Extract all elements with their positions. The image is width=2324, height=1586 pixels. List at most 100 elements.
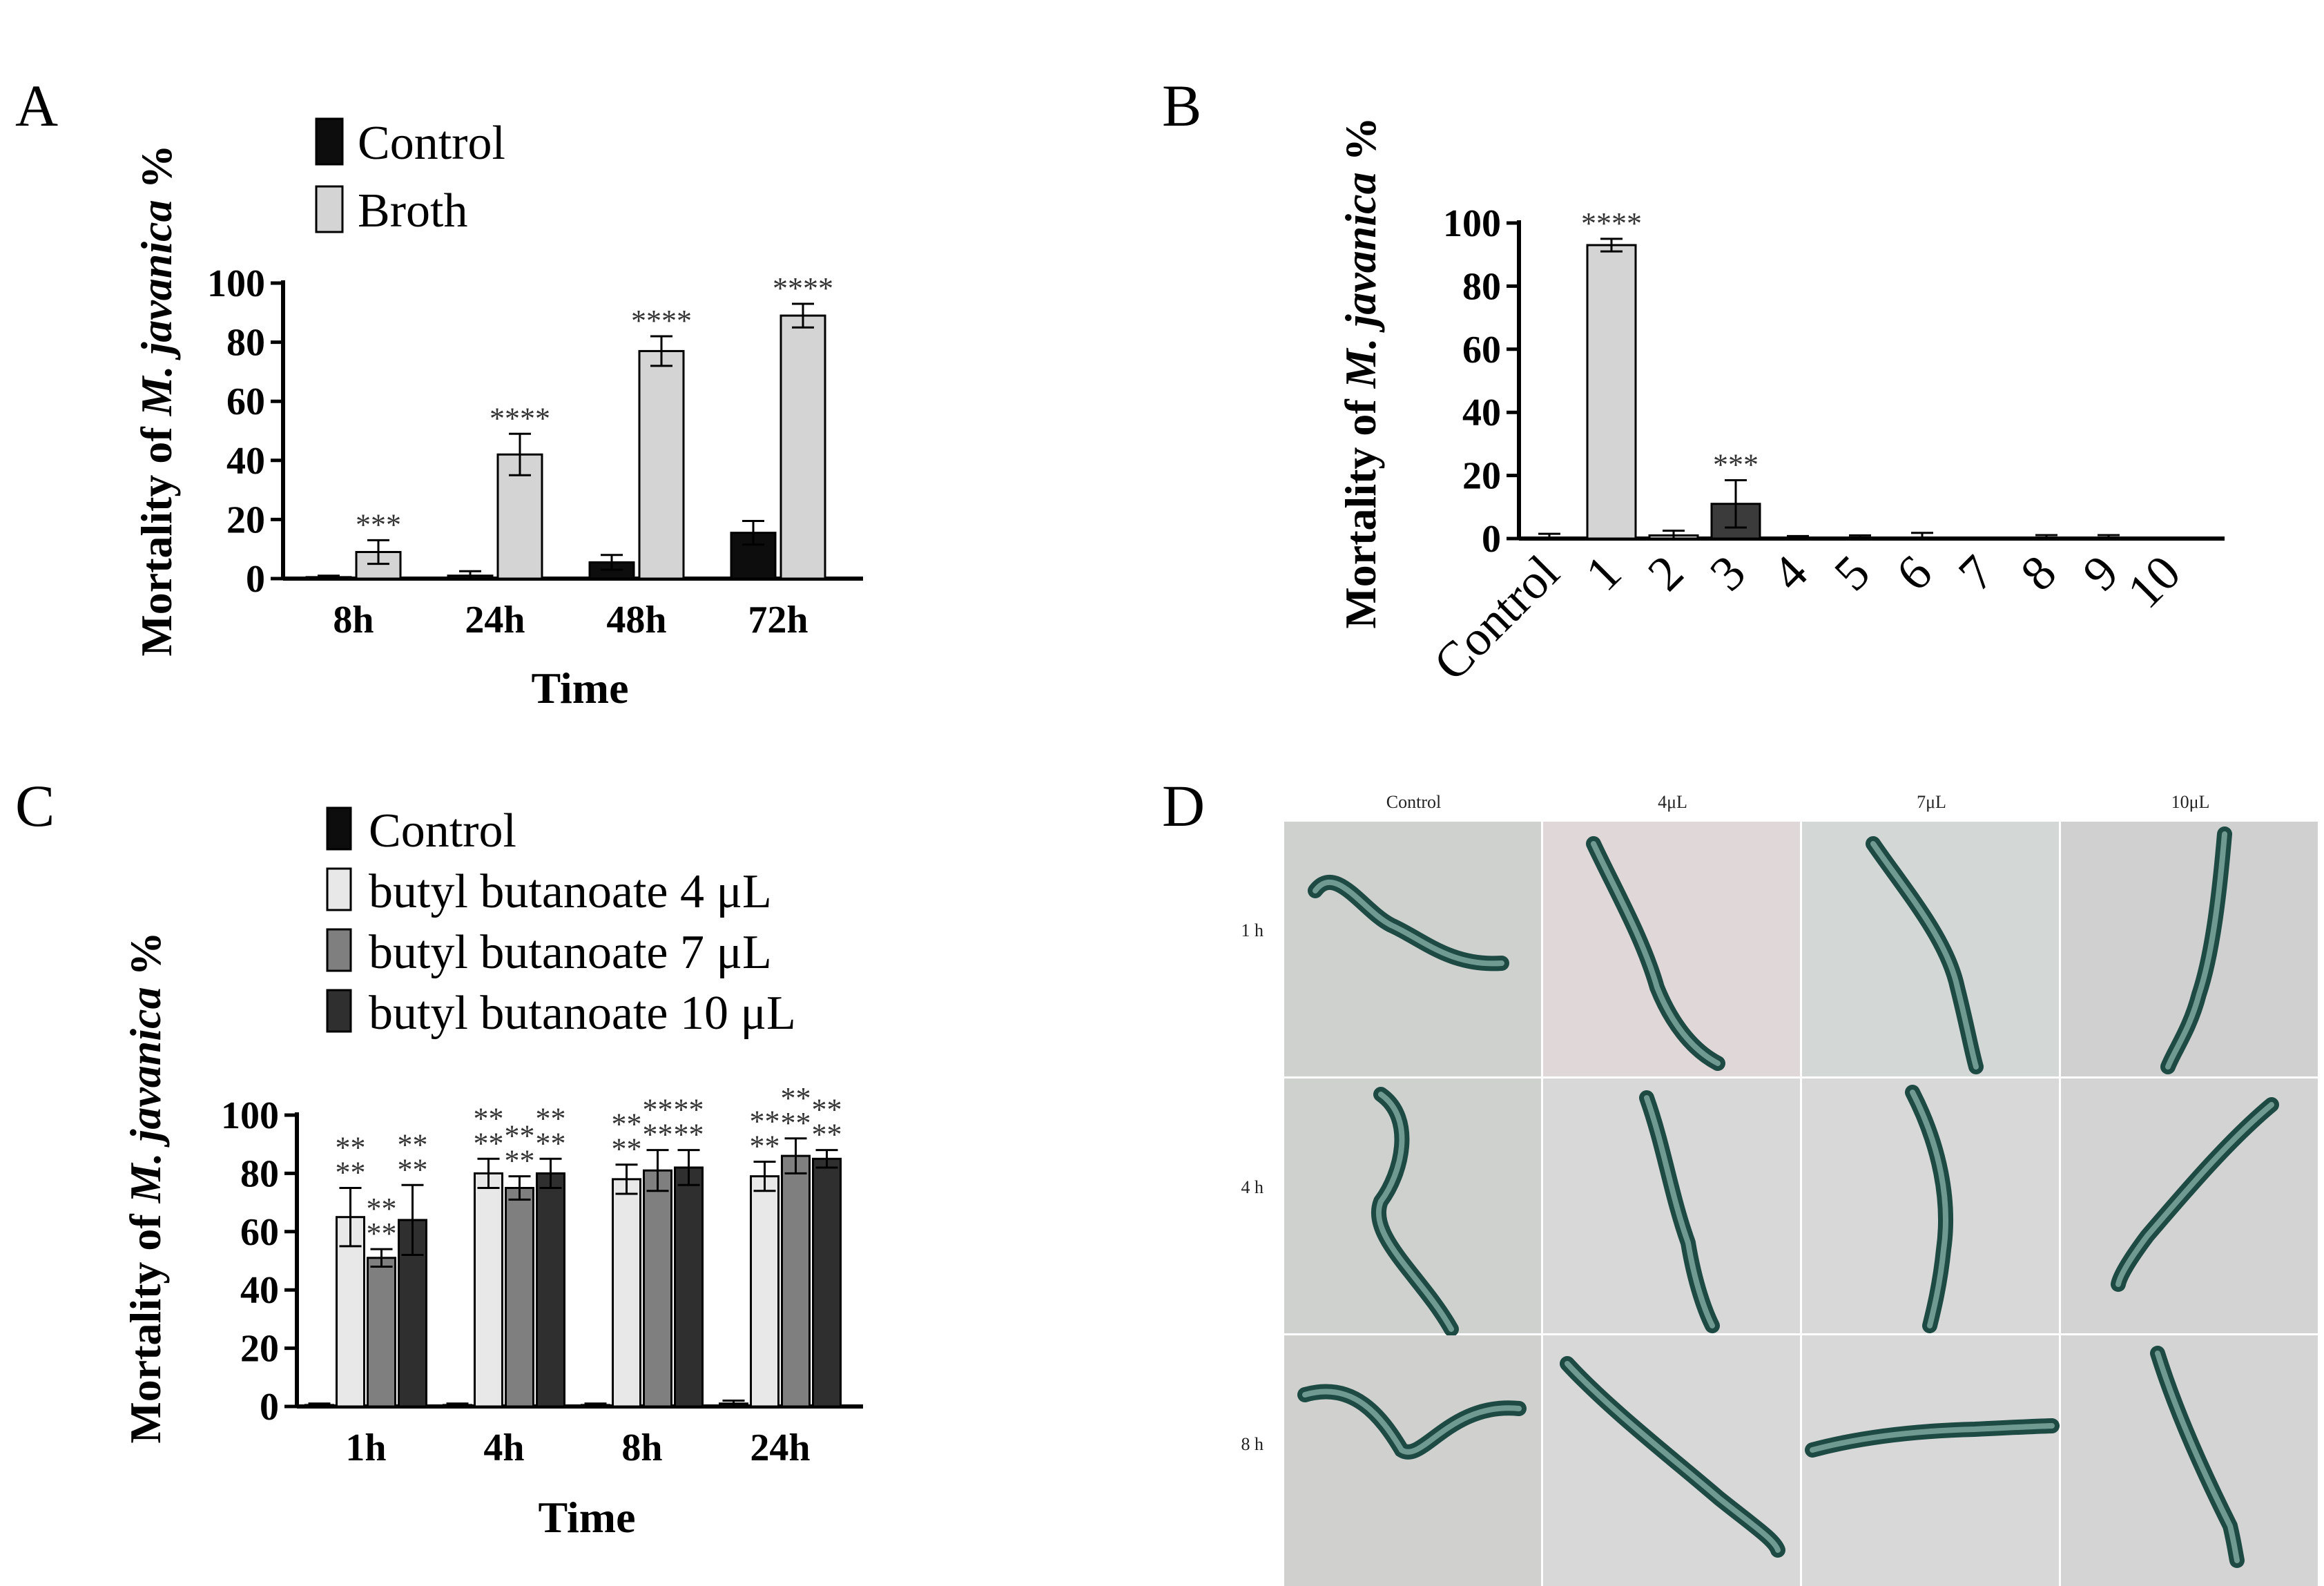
panel-c-significance-label: ** (643, 1093, 673, 1127)
nematode-image (1910, 1090, 1948, 1328)
microscopy-cell (1284, 1079, 1541, 1333)
nematode-image (1302, 1389, 1522, 1455)
panel-a-y-axis-title: Mortality of M. javanica % (132, 144, 181, 656)
panel-d: D Control 4μL 7μL 10μL 1 h 4 h 8 h (1162, 773, 2318, 1586)
legend-label-control: Control (369, 804, 516, 858)
panel-b-x-tick-label: 1 (1575, 545, 1631, 601)
panel-c-significance-label: ** (336, 1131, 366, 1165)
panel-c-significance-label: ** (474, 1101, 504, 1135)
panel-b-bar (1586, 244, 1637, 540)
panel-c-significance-label: ** (612, 1132, 642, 1166)
panel-c-significance-label: ** (674, 1118, 704, 1152)
nematode-image (1810, 1423, 2055, 1453)
microscopy-cell (2061, 1079, 2318, 1333)
panel-c-legend: Control butyl butanoate 4 μL butyl butan… (326, 804, 796, 1040)
panel-a-significance-label: *** (356, 507, 401, 541)
microscopy-column-label: 7μL (1917, 792, 1946, 812)
panel-c-bar (367, 1257, 396, 1408)
panel-c-bar (474, 1172, 503, 1408)
panel-b-x-tick-label: 4 (1761, 545, 1818, 601)
panel-b-letter: B (1162, 72, 1201, 139)
panel-a-significance-label: **** (631, 304, 692, 338)
nematode-image (2155, 1351, 2240, 1563)
microscopy-cell (1802, 822, 2059, 1076)
panel-c-significance-label: ** (750, 1105, 780, 1139)
microscopy-cell (1802, 1335, 2059, 1586)
panel-b-x-tick-label: 2 (1637, 545, 1694, 601)
panel-a-y-tick-label: 40 (226, 440, 265, 483)
panel-c-bar (505, 1187, 534, 1408)
panel-b-x-tick-label: 6 (1886, 545, 1942, 601)
panel-c-x-tick-label: 1h (345, 1427, 386, 1469)
panel-a-bar (779, 314, 826, 580)
microscopy-cell (1284, 822, 1541, 1076)
legend-swatch-10ul (326, 989, 352, 1033)
panel-c-significance-label: ** (505, 1119, 535, 1153)
legend-swatch-broth (315, 185, 344, 233)
microscopy-column-label: 10μL (2171, 792, 2210, 812)
panel-c-bar (336, 1216, 365, 1408)
panel-a-significance-label: **** (773, 271, 833, 305)
panel-a-x-tick-label: 8h (333, 599, 374, 641)
panel-c-significance-label: ** (536, 1126, 566, 1160)
microscopy-cell (2061, 1335, 2318, 1586)
panel-b-y-tick-label: 0 (1482, 518, 1501, 561)
panel-c: C Control butyl butanoate 4 μL butyl but… (15, 773, 863, 1542)
panel-a-x-tick-label: 24h (465, 599, 525, 641)
panel-a-x-axis-title: Time (531, 664, 628, 713)
panel-c-x-tick-label: 4h (483, 1427, 524, 1469)
panel-c-y-tick-label: 40 (240, 1269, 279, 1312)
panel-c-letter: C (15, 773, 55, 839)
panel-c-significance-label: ** (336, 1156, 366, 1190)
panel-b-x-tick-label: 5 (1823, 545, 1880, 601)
panel-c-y-tick-label: 0 (260, 1386, 279, 1429)
panel-c-significance-label: ** (812, 1093, 842, 1127)
nematode-image (2165, 831, 2227, 1070)
nematode-image (1870, 841, 1979, 1070)
panel-a-legend: Control Broth (315, 117, 505, 238)
panel-c-significance-label: ** (474, 1126, 504, 1160)
microscopy-column-label: Control (1386, 792, 1441, 812)
panel-c-significance-label: ** (367, 1217, 397, 1250)
panel-c-significance-label: ** (643, 1118, 673, 1152)
panel-b-y-tick-label: 60 (1462, 329, 1501, 371)
panel-a-y-tick-label: 0 (246, 558, 265, 601)
legend-swatch-4ul (326, 867, 352, 911)
panel-c-significance-label: ** (398, 1128, 428, 1161)
panel-c-bar (612, 1178, 641, 1408)
legend-label-7ul: butyl butanoate 7 μL (369, 926, 772, 979)
panel-c-bar (643, 1169, 672, 1408)
panel-c-bar (536, 1172, 565, 1408)
panel-a-y-tick-label: 100 (207, 262, 265, 305)
panel-b-x-tick-label: 9 (2072, 545, 2129, 601)
microscopy-column-label: 4μL (1658, 792, 1687, 812)
panel-a-bar (496, 453, 543, 580)
panel-b-y-tick-label: 80 (1462, 265, 1501, 308)
legend-swatch-7ul (326, 928, 352, 972)
panel-b-y-axis-title: Mortality of M. javanica % (1336, 117, 1385, 628)
legend-swatch-control (315, 117, 344, 166)
panel-c-significance-label: ** (536, 1101, 566, 1135)
panel-c-significance-label: ** (812, 1118, 842, 1152)
microscopy-row-label: 8 h (1241, 1434, 1264, 1454)
nematode-image (1591, 841, 1721, 1066)
microscopy-cell (1284, 1335, 1541, 1586)
panel-a-bar (638, 349, 685, 580)
microscopy-grid: Control 4μL 7μL 10μL 1 h 4 h 8 h (1241, 792, 2318, 1586)
panel-c-significance-label: ** (674, 1093, 704, 1127)
panel-b-significance-label: *** (1713, 447, 1759, 481)
legend-label-10ul: butyl butanoate 10 μL (369, 987, 796, 1040)
legend-label-broth: Broth (358, 184, 467, 238)
panel-c-bar (674, 1166, 704, 1408)
legend-label-control: Control (358, 117, 505, 170)
panel-c-significance-label: ** (367, 1192, 397, 1226)
panel-a-y-tick-label: 20 (226, 499, 265, 541)
panel-c-x-tick-label: 8h (621, 1427, 662, 1469)
nematode-image (2115, 1102, 2274, 1287)
panel-b-x-tick-label: Control (1423, 545, 1569, 691)
nematode-image (1565, 1361, 1781, 1553)
panel-c-bar (750, 1175, 779, 1408)
